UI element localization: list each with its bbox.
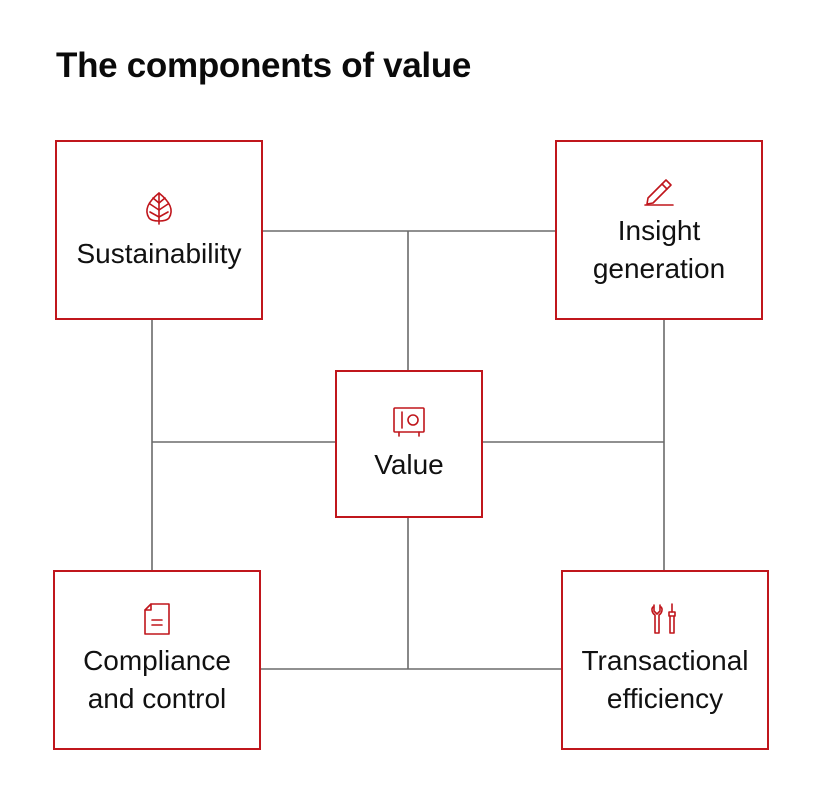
node-sustainability: Sustainability (55, 140, 263, 320)
node-compliance-and-control-label: Compliance and control (83, 645, 231, 714)
node-transactional-efficiency-label: Transactional efficiency (581, 645, 749, 714)
node-transactional-efficiency: Transactional efficiency (561, 570, 769, 750)
node-value: Value (335, 370, 483, 518)
leaf-icon (146, 192, 172, 225)
tools-icon (651, 603, 676, 634)
node-compliance-and-control: Compliance and control (53, 570, 261, 750)
node-value-label: Value (374, 449, 444, 480)
node-insight-generation: Insight generation (555, 140, 763, 320)
diagram-title: The components of value (56, 46, 472, 85)
node-sustainability-label: Sustainability (76, 238, 242, 269)
safe-icon (393, 407, 425, 437)
document-icon (144, 603, 170, 635)
pencil-icon (644, 179, 674, 206)
node-insight-generation-label: Insight generation (592, 215, 726, 284)
